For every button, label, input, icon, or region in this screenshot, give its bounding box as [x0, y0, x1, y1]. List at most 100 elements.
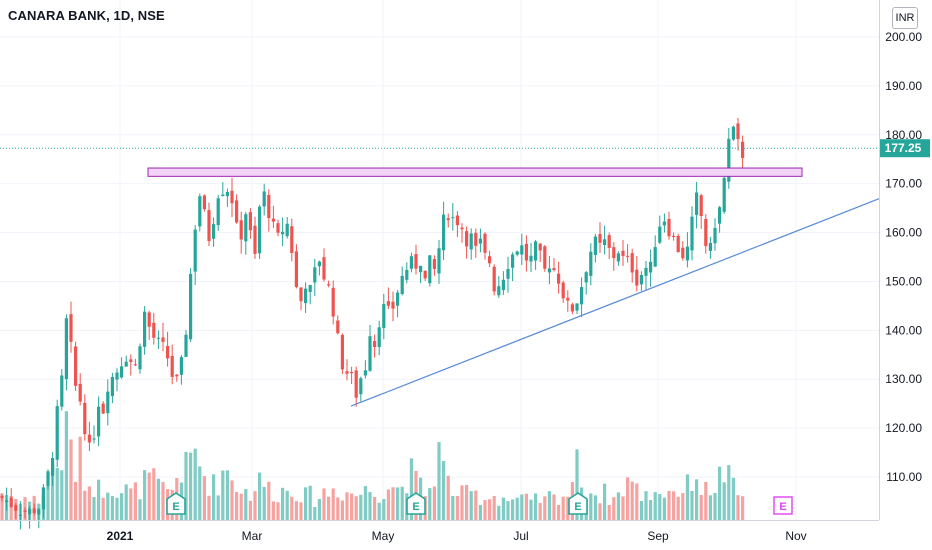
- candle-body: [193, 229, 197, 272]
- candle-body: [662, 221, 666, 226]
- currency-button[interactable]: INR: [892, 7, 918, 29]
- candle-body: [336, 320, 340, 334]
- candles: [0, 117, 745, 530]
- earnings-marker[interactable]: E: [773, 496, 793, 515]
- volume-bar: [469, 491, 473, 520]
- earnings-marker[interactable]: E: [406, 492, 426, 515]
- volume-bar: [235, 491, 239, 520]
- volume-bar: [676, 496, 680, 520]
- candle-body: [708, 242, 712, 251]
- candle-body: [741, 141, 745, 158]
- volume-bar: [83, 490, 87, 520]
- volume-bar: [359, 494, 363, 520]
- volume-bar: [382, 499, 386, 520]
- volume-bar: [446, 475, 450, 520]
- volume-bar: [603, 483, 607, 520]
- candle-body: [304, 288, 308, 304]
- volume-bar: [465, 484, 469, 520]
- volume-bar: [575, 449, 579, 520]
- support-trendline[interactable]: [350, 197, 881, 407]
- candle-body: [271, 218, 275, 222]
- candle-body: [593, 236, 597, 255]
- volume-bar: [101, 497, 105, 520]
- volume-bar: [538, 502, 542, 520]
- candle-body: [363, 370, 367, 376]
- candle-body: [373, 341, 377, 348]
- volume-bar: [667, 490, 671, 520]
- candle-body: [405, 269, 409, 280]
- candle-body: [727, 138, 731, 182]
- earnings-marker[interactable]: E: [166, 492, 186, 515]
- candle-body: [64, 318, 68, 380]
- candle-body: [18, 514, 22, 516]
- candle-body: [713, 227, 717, 244]
- candle-body: [133, 364, 137, 366]
- volume-bar: [612, 497, 616, 520]
- volume-bar: [662, 497, 666, 520]
- candle-body: [635, 269, 639, 286]
- candle-body: [685, 246, 689, 261]
- candle-body: [46, 471, 50, 486]
- volume-bar: [704, 481, 708, 520]
- candle-body: [258, 206, 262, 254]
- volume-bar: [212, 474, 216, 520]
- candle-body: [524, 243, 528, 261]
- volume-bar: [626, 477, 630, 520]
- volume-bar: [547, 491, 551, 520]
- volume-bar: [106, 492, 110, 520]
- y-tick-label: 160.00: [885, 226, 922, 240]
- y-tick-label: 110.00: [886, 470, 922, 484]
- symbol-title[interactable]: CANARA BANK, 1D, NSE: [8, 8, 165, 23]
- volume-bar: [120, 493, 124, 520]
- candle-body: [538, 243, 542, 251]
- candle-body: [69, 314, 73, 342]
- candle-body: [626, 255, 630, 257]
- volume-bar: [621, 496, 625, 520]
- candle-body: [580, 287, 584, 305]
- candle-body: [51, 457, 55, 476]
- candle-body: [41, 487, 45, 510]
- volume-bar: [294, 501, 298, 520]
- volume-bar: [409, 458, 413, 520]
- volume-bar: [377, 502, 381, 520]
- candle-body: [101, 403, 105, 414]
- y-tick-label: 150.00: [885, 274, 922, 288]
- candle-body: [110, 376, 114, 397]
- candle-body: [736, 123, 740, 140]
- volume-bar: [492, 496, 496, 520]
- candle-body: [695, 192, 699, 215]
- candle-body: [74, 346, 78, 386]
- candle-body: [603, 239, 607, 245]
- candle-body: [115, 372, 119, 380]
- volume-bar: [336, 497, 340, 520]
- volume-bar: [695, 479, 699, 520]
- candle-body: [423, 270, 427, 279]
- volume-bar: [511, 499, 515, 520]
- volume-bar: [281, 487, 285, 520]
- volume-bar: [708, 495, 712, 520]
- volume-bar: [731, 477, 735, 520]
- resistance-zone[interactable]: [147, 167, 803, 177]
- candle-body: [649, 261, 653, 273]
- candle-body: [184, 334, 188, 357]
- volume-bar: [607, 504, 611, 520]
- candle-body: [607, 235, 611, 248]
- candle-body: [396, 292, 400, 306]
- volume-bar: [373, 496, 377, 520]
- candle-body: [377, 327, 381, 348]
- volume-bar: [184, 451, 188, 520]
- drawing-overlays[interactable]: [0, 147, 881, 407]
- volume-bar: [534, 493, 538, 520]
- candle-body: [731, 126, 735, 140]
- earnings-marker[interactable]: E: [568, 492, 588, 515]
- volume-bar: [156, 478, 160, 520]
- volume-bar: [501, 497, 505, 520]
- candle-body: [23, 510, 27, 513]
- volume-bars: [0, 411, 745, 520]
- volume-bar: [322, 488, 326, 520]
- volume-bar: [497, 505, 501, 520]
- candle-body: [630, 253, 634, 273]
